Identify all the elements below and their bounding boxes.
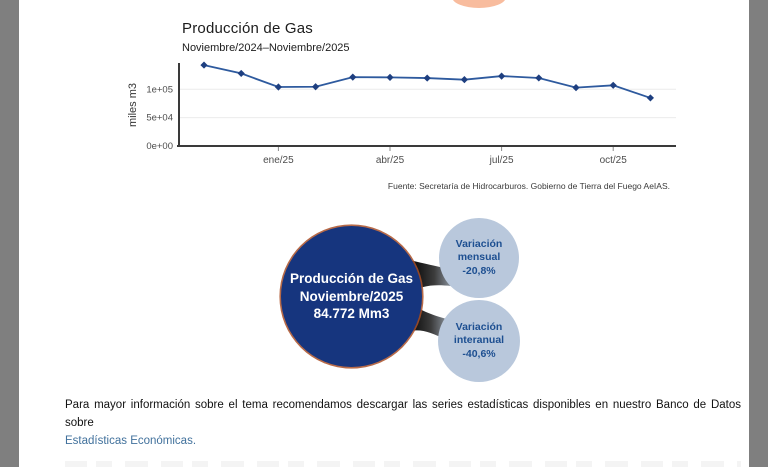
main-kpi-value: 84.772 Mm3 (313, 306, 390, 322)
footer-paragraph: Para mayor información sobre el tema rec… (65, 397, 741, 450)
monthly-variation-value: -20,8% (462, 264, 496, 277)
yearly-variation-label1: Variación (455, 321, 503, 334)
main-kpi-title: Producción de Gas (289, 271, 414, 287)
monthly-variation-bubble: Variación mensual -20,8% (439, 218, 519, 298)
chart-subtitle: Noviembre/2024–Noviembre/2025 (182, 42, 350, 54)
svg-text:oct/25: oct/25 (600, 155, 628, 166)
footer-text: Para mayor información sobre el tema rec… (65, 399, 741, 429)
svg-text:1e+05: 1e+05 (146, 84, 173, 95)
chart-title: Producción de Gas (182, 20, 313, 37)
yearly-variation-value: -40,6% (462, 347, 496, 360)
summary-infographic: Producción de Gas Noviembre/2025 84.772 … (259, 210, 564, 392)
svg-text:jul/25: jul/25 (489, 155, 514, 166)
svg-text:5e+04: 5e+04 (146, 113, 173, 124)
line-chart-canvas: 0e+00 5e+04 1e+05 ene/25 abr/25 jul/25 oct/25 m… (127, 61, 676, 166)
svg-text:ene/25: ene/25 (263, 155, 294, 166)
decorative-circle-top (452, 0, 506, 8)
yearly-variation-bubble: Variación interanual -40,6% (438, 300, 520, 382)
yearly-variation-label2: interanual (453, 334, 505, 347)
footer-link-estadisticas-economicas[interactable]: Estadísticas Económicas. (65, 434, 197, 447)
monthly-variation-label1: Variación (455, 238, 503, 251)
report-page: Producción de Gas Noviembre/2024–Noviemb… (19, 0, 749, 467)
gas-production-line-chart: 0e+00 5e+04 1e+05 ene/25 abr/25 jul/25 oct/25 m… (114, 52, 694, 176)
monthly-variation-label2: mensual (457, 251, 501, 264)
cutoff-text-strip (65, 461, 741, 467)
main-kpi-circle: Producción de Gas Noviembre/2025 84.772 … (281, 226, 422, 367)
svg-text:0e+00: 0e+00 (146, 141, 173, 152)
source-citation: Fuente: Secretaría de Hidrocarburos. Gob… (387, 181, 670, 191)
svg-text:abr/25: abr/25 (376, 155, 405, 166)
main-kpi-period: Noviembre/2025 (299, 288, 404, 304)
svg-text:miles m3: miles m3 (127, 83, 139, 127)
